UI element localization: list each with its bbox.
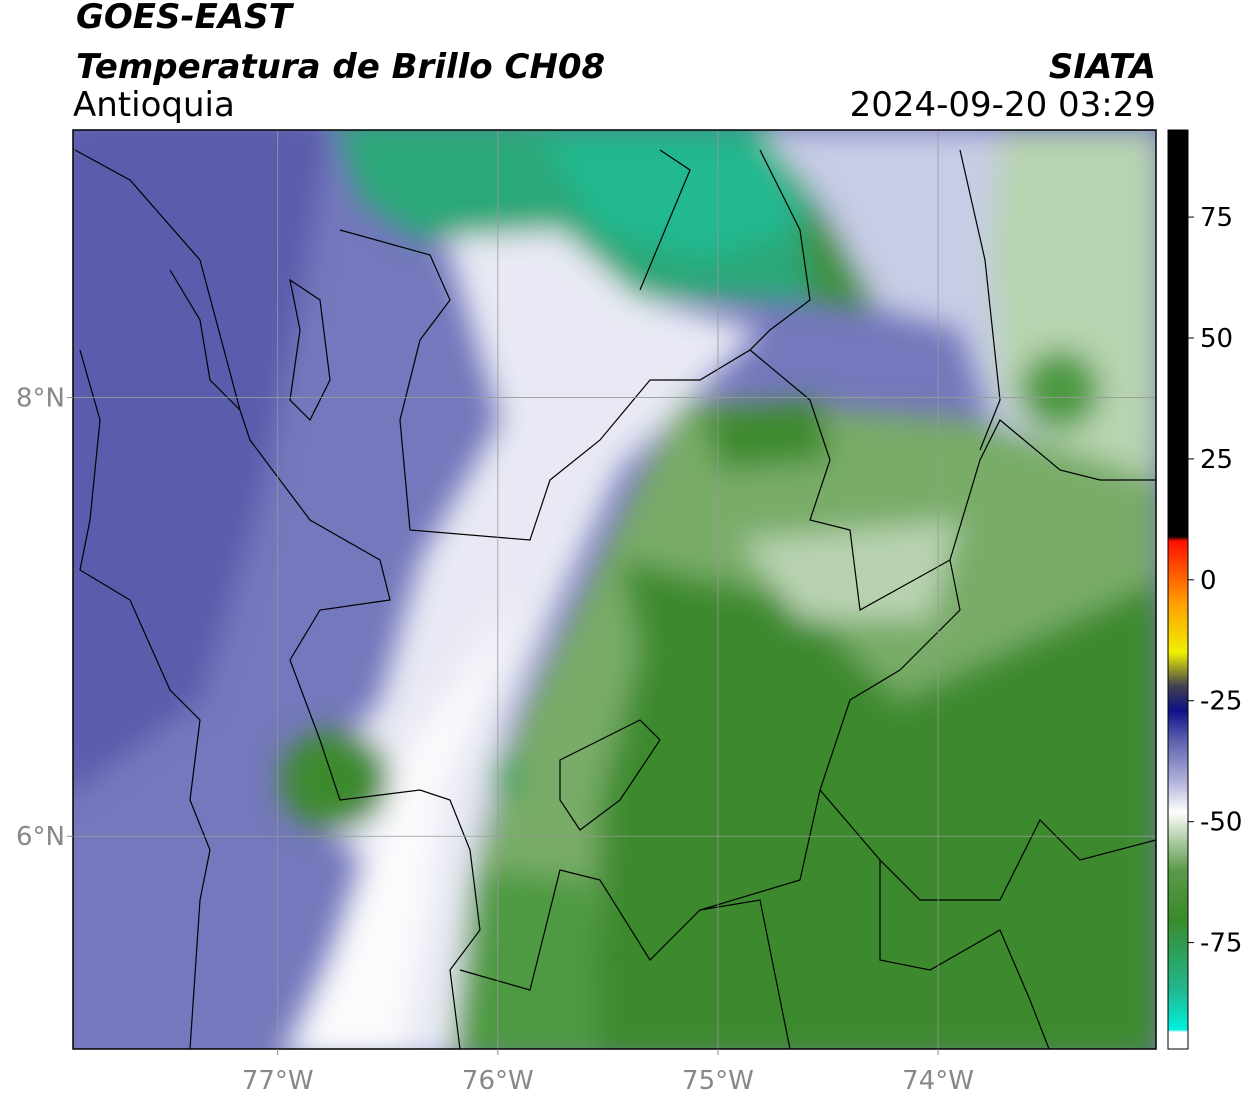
y-tick-label: 6°N	[16, 822, 65, 852]
y-tick-label: 8°N	[16, 384, 65, 414]
colorbar-tick-label: 50	[1200, 324, 1233, 354]
x-tick-label: 76°W	[462, 1066, 534, 1096]
satellite-title: GOES-EAST	[76, 0, 295, 37]
x-tick-label: 77°W	[242, 1066, 314, 1096]
colorbar	[1167, 129, 1189, 1050]
graticule	[73, 130, 1156, 1049]
satellite-image	[73, 130, 1156, 1049]
colorbar-tick-label: -25	[1200, 687, 1242, 717]
product-title: Temperatura de Brillo CH08	[76, 47, 605, 87]
colorbar-tick-label: 0	[1200, 566, 1217, 596]
x-tick-label: 74°W	[902, 1066, 974, 1096]
map-frame	[72, 129, 1157, 1050]
x-tick-label: 75°W	[682, 1066, 754, 1096]
boundaries	[74, 149, 1156, 1049]
region-label: Antioquia	[73, 85, 235, 125]
colorbar-tick-label: -75	[1200, 929, 1242, 959]
colorbar-tick-label: 25	[1200, 445, 1233, 475]
colorbar-tick-label: -50	[1200, 808, 1242, 838]
datetime-label: 2024-09-20 03:29	[850, 85, 1156, 125]
source-label: SIATA	[1049, 47, 1156, 87]
colorbar-tick-label: 75	[1200, 203, 1233, 233]
